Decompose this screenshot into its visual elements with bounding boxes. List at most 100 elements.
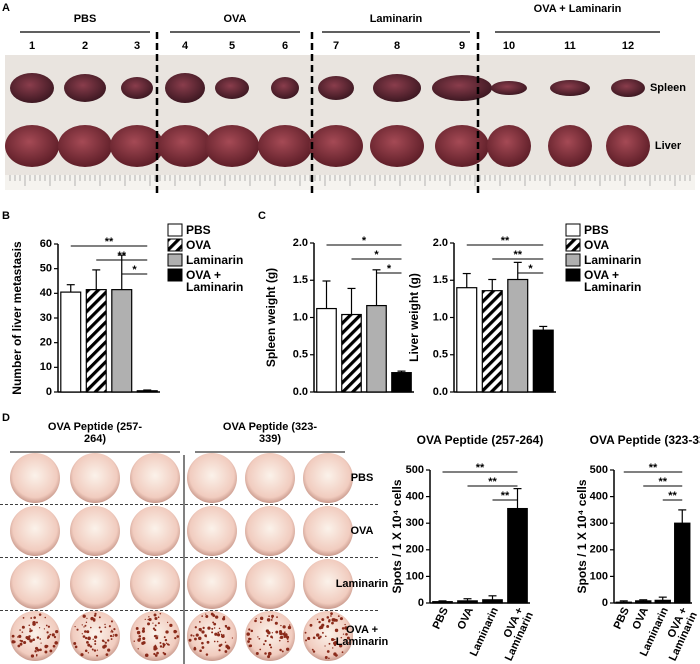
- liver-photo: [606, 125, 650, 167]
- liver-photo: [205, 125, 259, 167]
- elispot-spot: [281, 650, 284, 653]
- elispot-spot: [165, 630, 169, 634]
- elispot-spot: [201, 615, 203, 617]
- elispot-spot: [47, 635, 51, 638]
- bar: [136, 390, 158, 393]
- elispot-spot: [330, 637, 335, 642]
- y-tick-label: 60: [40, 238, 52, 250]
- y-tick-label: 1.5: [293, 274, 308, 286]
- elispot-spot: [108, 625, 111, 628]
- elispot-well: [130, 453, 180, 503]
- y-tick-label: 1.0: [433, 311, 448, 323]
- bar: [482, 599, 503, 604]
- legend-swatch: [565, 253, 581, 267]
- liver-photo: [110, 125, 164, 167]
- elispot-spot: [153, 647, 157, 651]
- elispot-spot: [21, 631, 24, 633]
- elispot-spot: [40, 642, 42, 644]
- elispot-spot: [133, 640, 135, 642]
- elispot-spot: [206, 640, 210, 644]
- elispot-spot: [287, 640, 289, 643]
- elispot-spot: [220, 633, 223, 636]
- legend-label: PBS: [186, 223, 211, 237]
- y-axis-label: Liver weight (g): [407, 273, 421, 362]
- elispot-spot: [142, 627, 145, 631]
- elispot-spot: [32, 620, 36, 625]
- elispot-spot: [74, 626, 76, 628]
- group-label: OVA + Laminarin: [533, 3, 622, 15]
- elispot-spot: [30, 617, 33, 619]
- elispot-spot: [107, 648, 111, 652]
- panel-letter: A: [2, 2, 10, 14]
- elispot-spot: [141, 641, 145, 645]
- mouse-number: 7: [333, 40, 339, 52]
- elispot-spot: [86, 630, 90, 634]
- legend-swatch: [565, 223, 581, 237]
- elispot-spot: [316, 618, 319, 621]
- elispot-spot: [231, 637, 233, 639]
- elispot-spot: [22, 616, 25, 619]
- elispot-spot: [270, 646, 273, 649]
- liver-photo: [258, 125, 312, 167]
- elispot-spot: [333, 641, 337, 645]
- elispot-spot: [84, 630, 87, 633]
- significance-label: *: [528, 263, 533, 275]
- elispot-spot: [333, 652, 337, 656]
- group-label: Laminarin: [369, 13, 423, 25]
- elispot-spot: [248, 628, 251, 631]
- elispot-spot: [202, 626, 205, 630]
- y-tick-label: 2.0: [293, 237, 308, 249]
- y-tick-label: 20: [40, 337, 52, 349]
- elispot-spot: [287, 625, 292, 630]
- elispot-spot: [321, 618, 325, 622]
- elispot-well: [70, 559, 120, 609]
- spleen-photo: [215, 77, 249, 99]
- significance-label: *: [387, 263, 392, 275]
- elispot-spot: [93, 649, 97, 652]
- mouse-number: 1: [29, 40, 35, 52]
- elispot-spot: [17, 636, 19, 638]
- elispot-spot: [138, 635, 141, 638]
- elispot-spot: [279, 630, 283, 634]
- elispot-spot: [312, 650, 316, 653]
- elispot-spot: [99, 630, 103, 633]
- bar: [60, 291, 82, 393]
- elispot-spot: [162, 646, 165, 649]
- spleen-photo: [491, 81, 527, 95]
- legend-label: PBS: [584, 223, 609, 237]
- y-tick-label: 300: [590, 517, 608, 529]
- significance-label: *: [374, 249, 379, 261]
- elispot-spot: [111, 630, 114, 633]
- elispot-spot: [29, 628, 32, 630]
- mouse-number: 4: [182, 40, 189, 52]
- elispot-well: [245, 453, 295, 503]
- elispot-spot: [213, 627, 216, 629]
- elispot-spot: [87, 652, 90, 654]
- photo-background: [5, 55, 695, 190]
- elispot-spot: [17, 644, 21, 648]
- elispot-spot: [148, 617, 152, 622]
- elispot-spot: [341, 627, 345, 630]
- y-tick-label: 100: [590, 570, 608, 582]
- elispot-spot: [84, 649, 88, 653]
- elispot-spot: [213, 622, 217, 626]
- elispot-spot: [192, 635, 195, 637]
- elispot-spot: [258, 637, 261, 640]
- elispot-spot: [259, 621, 262, 624]
- elispot-spot: [248, 637, 251, 641]
- elispot-spot: [165, 642, 168, 644]
- spleen-photo: [121, 77, 153, 99]
- elispot-spot: [11, 640, 15, 644]
- elispot-spot: [148, 616, 150, 618]
- elispot-spot: [218, 627, 221, 630]
- elispot-spot: [346, 636, 350, 640]
- elispot-spot: [307, 636, 311, 641]
- y-tick-label: 500: [406, 464, 424, 476]
- elispot-spot: [34, 646, 39, 650]
- bar: [85, 289, 107, 393]
- elispot-spot: [98, 616, 101, 619]
- elispot-spot: [156, 651, 159, 655]
- bar: [316, 307, 337, 393]
- elispot-well: [130, 506, 180, 556]
- elispot-spot: [74, 645, 78, 649]
